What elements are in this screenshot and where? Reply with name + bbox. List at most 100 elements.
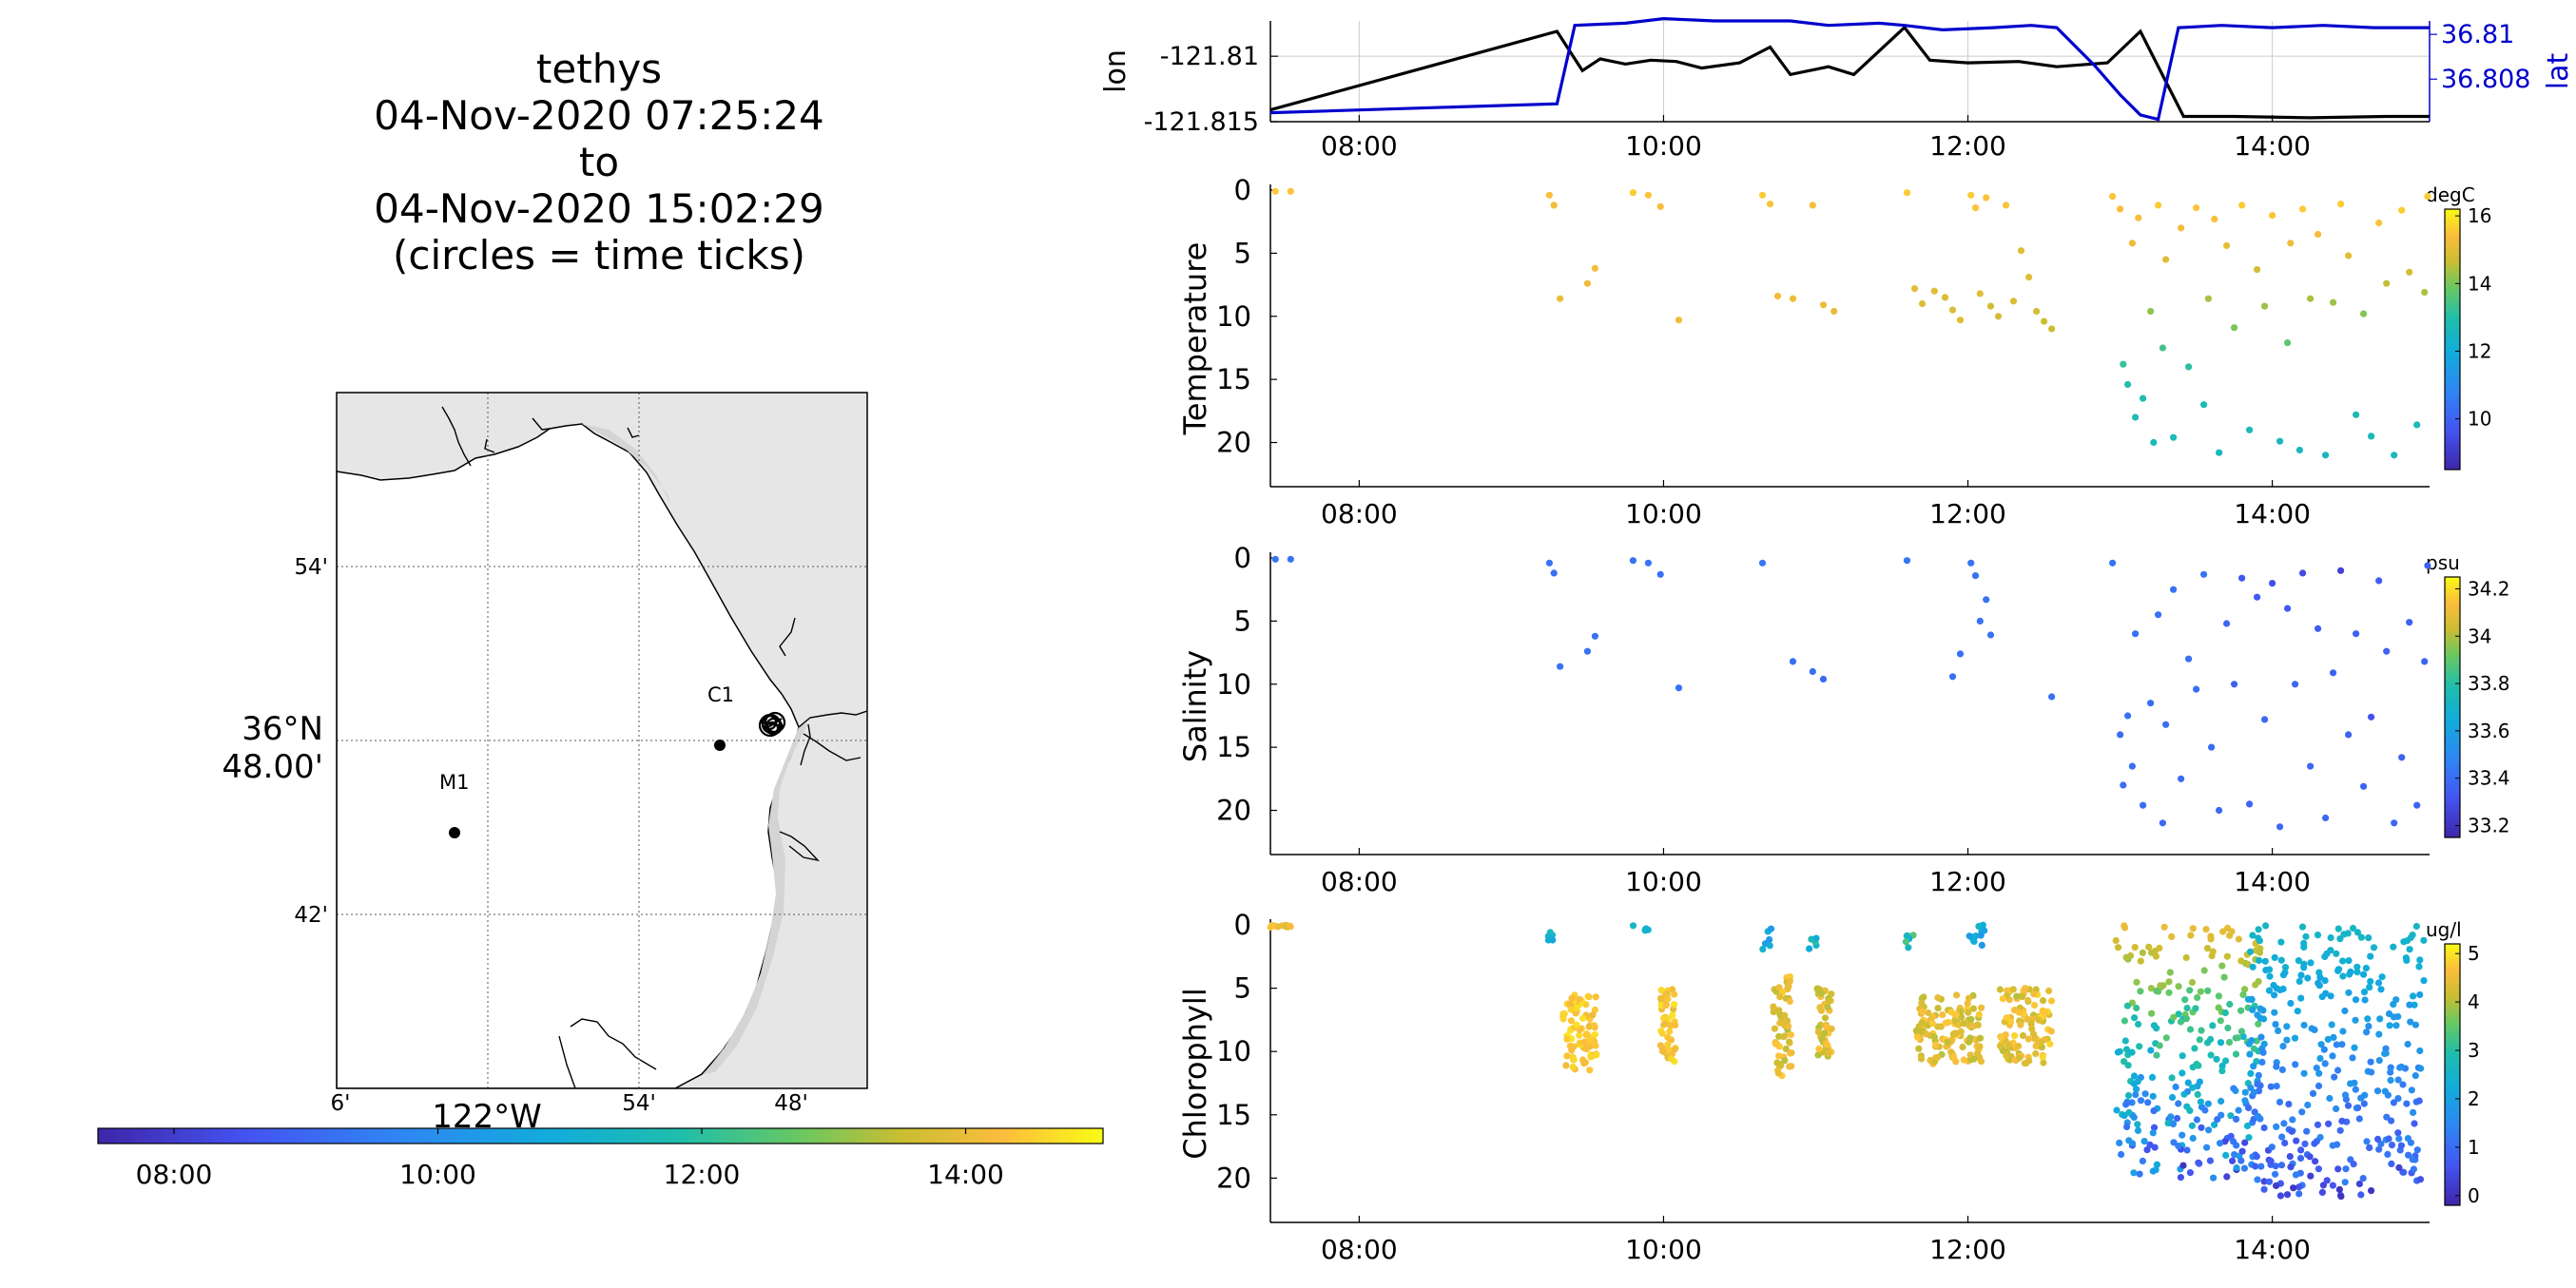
chlorophyll-point — [2400, 938, 2408, 946]
chlorophyll-point — [2374, 979, 2383, 987]
chlorophyll-point — [2203, 1144, 2211, 1151]
chlorophyll-x-tick-label: 12:00 — [1929, 1234, 2006, 1265]
chlorophyll-point — [1932, 1041, 1940, 1048]
chlorophyll-point — [2257, 1163, 2265, 1170]
temperature-point — [2307, 295, 2315, 302]
chlorophyll-point — [1997, 1033, 2005, 1041]
temperature-point — [2360, 310, 2368, 317]
chlorophyll-point — [1661, 1020, 1669, 1028]
chlorophyll-point — [2370, 944, 2378, 952]
chlorophyll-y-tick-label: 20 — [1216, 1162, 1251, 1194]
chlorophyll-point — [1918, 1019, 1926, 1027]
chlorophyll-point — [2210, 1174, 2218, 1182]
chlorophyll-point — [1953, 991, 1961, 999]
chlorophyll-point — [2416, 1047, 2424, 1055]
chlorophyll-point — [2360, 1100, 2368, 1107]
chlorophyll-point — [2130, 1113, 2138, 1122]
temperature-point — [2375, 219, 2383, 227]
chlorophyll-point — [2357, 933, 2365, 941]
chlorophyll-point — [2260, 1178, 2268, 1185]
salinity-y-tick-label: 5 — [1234, 605, 1251, 637]
temperature-point — [2368, 433, 2375, 440]
temperature-point — [2147, 307, 2155, 316]
chlorophyll-point — [2121, 924, 2129, 932]
chlorophyll-point — [2046, 1040, 2054, 1048]
chlorophyll-point — [2341, 1007, 2349, 1015]
chlorophyll-point — [2233, 1115, 2240, 1123]
temperature-ylabel: Temperature — [1177, 242, 1213, 436]
chlorophyll-point — [2395, 1135, 2403, 1143]
chlorophyll-point — [2317, 1041, 2325, 1048]
temperature-point — [2315, 230, 2322, 239]
figure-title: tethys 04-Nov-2020 07:25:24 to 04-Nov-20… — [314, 46, 884, 279]
chlorophyll-point — [2039, 997, 2047, 1005]
chlorophyll-point — [2406, 946, 2413, 953]
chlorophyll-point — [2133, 1004, 2140, 1012]
chlorophyll-point — [1658, 1048, 1667, 1055]
chlorophyll-point — [1767, 925, 1775, 932]
chlorophyll-point — [2168, 932, 2176, 941]
chlorophyll-point — [2229, 1157, 2237, 1164]
chlorophyll-point — [2386, 1022, 2393, 1029]
chlorophyll-point — [2025, 1057, 2033, 1065]
chlorophyll-point — [2297, 994, 2305, 1002]
salinity-point — [1903, 557, 1911, 565]
chlorophyll-point — [2221, 1009, 2229, 1017]
chlorophyll-point — [2226, 932, 2234, 939]
chlorophyll-point — [1996, 986, 2004, 993]
chlorophyll-point — [2309, 1089, 2317, 1097]
salinity-point — [2368, 713, 2375, 721]
chlorophyll-point — [2254, 1080, 2261, 1088]
chlorophyll-point — [2241, 986, 2249, 993]
chlorophyll-colorbar-tick-label: 5 — [2468, 942, 2480, 965]
chlorophyll-point — [1821, 1029, 1829, 1037]
salinity-point — [2170, 586, 2178, 593]
chlorophyll-point — [2254, 1011, 2261, 1019]
chlorophyll-point — [2277, 1162, 2286, 1169]
chlorophyll-point — [2235, 935, 2242, 943]
chlorophyll-point — [2189, 1064, 2197, 1071]
chlorophyll-point — [2388, 1160, 2395, 1167]
chlorophyll-point — [1672, 1021, 1679, 1029]
chlorophyll-point — [2245, 1104, 2253, 1112]
chlorophyll-point — [2262, 922, 2270, 930]
chlorophyll-point — [1592, 1042, 1599, 1049]
chlorophyll-point — [2315, 979, 2322, 987]
chlorophyll-point — [2334, 1067, 2342, 1074]
chlorophyll-point — [2394, 1076, 2402, 1084]
chlorophyll-point — [2390, 1099, 2397, 1106]
chlorophyll-point — [2304, 974, 2312, 982]
chlorophyll-point — [2237, 1007, 2245, 1014]
chlorophyll-point — [2265, 1178, 2274, 1185]
chlorophyll-point — [2277, 938, 2285, 946]
chlorophyll-point — [2246, 948, 2255, 955]
chlorophyll-point — [1822, 1023, 1830, 1030]
chlorophyll-point — [2289, 1116, 2296, 1124]
chlorophyll-point — [2047, 997, 2056, 1005]
chlorophyll-point — [2251, 1108, 2258, 1116]
chlorophyll-point — [2195, 1062, 2202, 1069]
map-graticule — [337, 393, 867, 1088]
chlorophyll-point — [2166, 969, 2174, 976]
temperature-point — [1830, 307, 1838, 316]
chlorophyll-point — [2273, 1123, 2280, 1130]
temperature-colorbar-tick-label: 16 — [2468, 204, 2491, 227]
chlorophyll-point — [1589, 1011, 1597, 1019]
chlorophyll-point — [1766, 935, 1773, 944]
chlorophyll-point — [1572, 1009, 1579, 1017]
position-left-tick-label: -121.81 — [1160, 42, 1259, 71]
chlorophyll-point — [2276, 1192, 2284, 1200]
chlorophyll-point — [2131, 944, 2139, 952]
chlorophyll-point — [1934, 1005, 1942, 1012]
salinity-point — [1644, 559, 1652, 567]
chlorophyll-point — [1821, 1014, 1830, 1022]
chlorophyll-point — [2250, 1063, 2257, 1070]
chlorophyll-point — [2307, 959, 2315, 967]
chlorophyll-point — [2253, 1153, 2260, 1161]
chlorophyll-point — [2015, 1042, 2023, 1050]
chlorophyll-point — [1787, 1049, 1794, 1057]
chlorophyll-point — [2226, 1000, 2234, 1009]
chlorophyll-point — [2186, 1026, 2195, 1033]
chlorophyll-point — [2279, 1043, 2287, 1050]
chlorophyll-point — [1824, 1041, 1831, 1048]
